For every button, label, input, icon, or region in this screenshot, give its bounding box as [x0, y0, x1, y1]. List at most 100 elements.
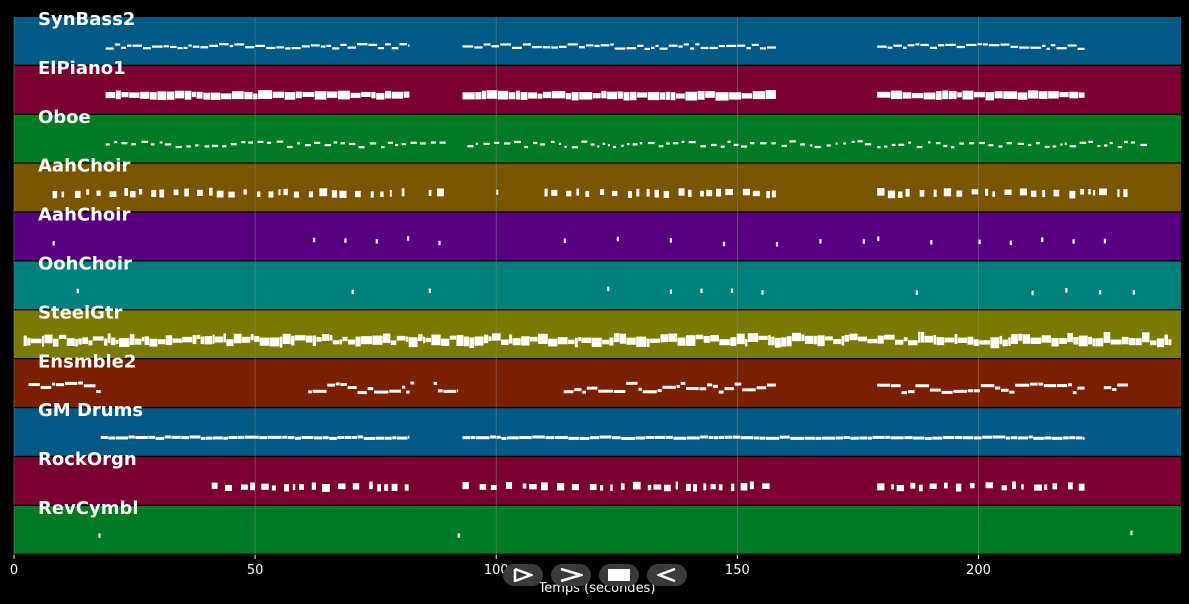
note [911, 92, 923, 99]
note [475, 142, 478, 145]
note [697, 90, 705, 100]
note [979, 141, 985, 145]
x-axis-ticks: 0 50 100 150 200 [10, 554, 991, 578]
note [392, 436, 397, 440]
note [711, 143, 717, 147]
note [1067, 482, 1073, 490]
note [410, 141, 417, 144]
note [259, 337, 270, 346]
note [686, 387, 699, 391]
note [258, 90, 273, 99]
note [789, 140, 796, 143]
stop-button[interactable] [599, 564, 639, 586]
note [665, 91, 671, 100]
note [164, 143, 172, 146]
note [291, 335, 295, 346]
note [538, 333, 548, 344]
note [585, 44, 594, 47]
track-lanes [14, 17, 1181, 554]
note [893, 44, 902, 47]
note [607, 144, 611, 147]
note [344, 238, 347, 243]
note [579, 436, 590, 440]
note [203, 92, 210, 100]
note [944, 337, 955, 343]
note [222, 145, 227, 148]
note [430, 141, 436, 144]
note [908, 340, 918, 346]
note [771, 190, 776, 198]
note [128, 435, 135, 439]
note [709, 46, 718, 50]
note [988, 144, 994, 147]
note [685, 335, 696, 346]
x-tick-label: 0 [10, 563, 18, 578]
note [843, 142, 846, 145]
note [576, 188, 580, 196]
fast-forward-button[interactable] [551, 564, 591, 586]
note [746, 47, 751, 50]
note [908, 141, 911, 144]
note [613, 389, 626, 393]
note [182, 336, 193, 343]
play-button[interactable] [503, 564, 543, 586]
note [774, 337, 781, 348]
note [1017, 142, 1024, 145]
note [695, 334, 704, 340]
note [200, 336, 205, 345]
note [327, 383, 335, 387]
note [956, 45, 966, 49]
note [974, 91, 985, 98]
note [598, 389, 613, 393]
note [678, 188, 685, 196]
note [718, 435, 725, 439]
note [114, 43, 121, 46]
note [1123, 189, 1128, 198]
note [1064, 142, 1067, 145]
note [531, 45, 542, 49]
note [157, 91, 166, 101]
note [344, 436, 352, 440]
note [228, 191, 235, 198]
note [759, 47, 766, 50]
note [283, 188, 288, 196]
note [1117, 383, 1128, 387]
note [800, 143, 806, 146]
note [404, 484, 409, 491]
note [600, 44, 610, 47]
note [1104, 144, 1108, 147]
note [1012, 481, 1016, 490]
note [1103, 331, 1111, 343]
note [245, 46, 255, 49]
note [750, 142, 755, 145]
note [759, 436, 766, 440]
note [614, 47, 626, 50]
note [617, 91, 623, 99]
note [1005, 436, 1011, 440]
note [52, 241, 55, 246]
rewind-button[interactable] [647, 564, 687, 586]
note [567, 339, 575, 345]
note [688, 141, 696, 144]
note [662, 385, 676, 389]
note [457, 389, 459, 393]
note [737, 44, 746, 47]
note [1034, 484, 1042, 491]
note [323, 436, 329, 440]
note [372, 335, 383, 345]
note [316, 336, 322, 342]
note [730, 288, 734, 293]
x-tick-label: 200 [966, 563, 991, 578]
note [52, 190, 58, 199]
note [529, 336, 538, 342]
note [637, 92, 648, 98]
note [163, 45, 169, 48]
note [766, 46, 776, 49]
note [1027, 90, 1038, 99]
note [1069, 190, 1076, 199]
note [234, 43, 245, 46]
note [654, 435, 666, 439]
note [585, 190, 590, 197]
note [257, 140, 264, 144]
note [408, 337, 418, 348]
